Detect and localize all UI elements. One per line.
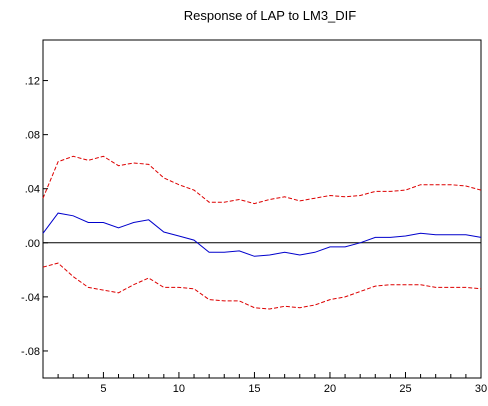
x-tick-label: 20: [324, 383, 336, 395]
lower-band-line: [42, 262, 482, 310]
y-tick-label: .04: [25, 184, 40, 196]
x-axis: 5 10 15 20 25 30: [42, 372, 487, 395]
x-tick-label: 10: [173, 383, 185, 395]
x-tick-label: 25: [399, 383, 411, 395]
x-tick-label: 15: [248, 383, 260, 395]
response-line: [42, 212, 482, 257]
y-tick-label: .12: [25, 76, 40, 88]
y-tick-label: .08: [25, 130, 40, 142]
y-tick-label: -.04: [21, 292, 40, 304]
series-group: [42, 155, 482, 310]
x-tick-label: 30: [475, 383, 487, 395]
x-tick-label: 5: [100, 383, 106, 395]
chart-title: Response of LAP to LM3_DIF: [184, 8, 357, 23]
plot-frame: [42, 39, 482, 379]
y-tick-label: .00: [25, 238, 40, 250]
upper-band-line: [42, 155, 482, 205]
y-axis: .12 .08 .04 .00 -.04 -.08: [21, 76, 48, 358]
y-tick-label: -.08: [21, 346, 40, 358]
